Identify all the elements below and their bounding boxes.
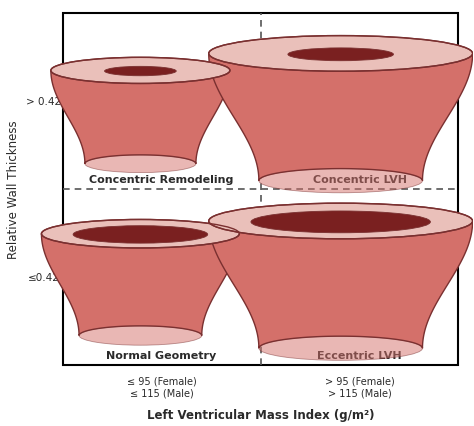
Ellipse shape [259,169,422,193]
Text: Relative Wall Thickness: Relative Wall Thickness [7,121,19,259]
Ellipse shape [209,204,473,239]
Text: Eccentric LVH: Eccentric LVH [317,350,402,360]
Text: ≤0.42: ≤0.42 [28,273,60,282]
Ellipse shape [73,226,208,244]
Text: ≤ 95 (Female): ≤ 95 (Female) [127,375,197,385]
Text: > 95 (Female): > 95 (Female) [325,375,394,385]
Ellipse shape [51,58,230,84]
Text: Concentric Remodeling: Concentric Remodeling [90,174,234,184]
Polygon shape [51,71,230,164]
Ellipse shape [259,337,422,360]
Polygon shape [41,234,239,336]
Text: Left Ventricular Mass Index (g/m²): Left Ventricular Mass Index (g/m²) [147,408,374,420]
Ellipse shape [105,67,176,77]
Text: > 115 (Male): > 115 (Male) [328,388,392,398]
Ellipse shape [79,326,202,345]
Ellipse shape [251,211,430,233]
Ellipse shape [209,37,473,72]
Text: Concentric LVH: Concentric LVH [312,174,407,184]
Text: ≤ 115 (Male): ≤ 115 (Male) [130,388,193,398]
Polygon shape [209,54,473,181]
Text: Normal Geometry: Normal Geometry [107,350,217,360]
Ellipse shape [41,220,239,248]
Polygon shape [209,222,473,348]
Ellipse shape [288,49,393,62]
Text: > 0.42: > 0.42 [26,97,61,107]
Ellipse shape [85,155,196,173]
